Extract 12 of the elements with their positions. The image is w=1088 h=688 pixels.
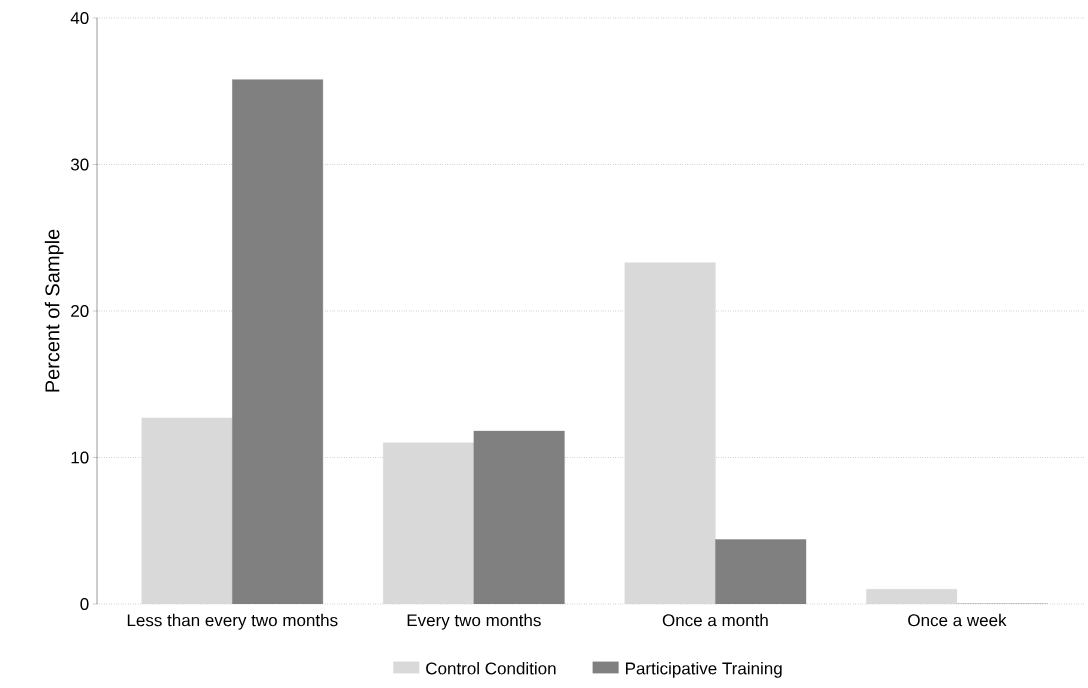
y-tick-label: 20 (71, 304, 89, 318)
y-tick-label: 10 (71, 451, 89, 464)
x-tick-label: Less than every two months (127, 613, 338, 630)
legend-label: Control Condition (426, 662, 556, 675)
x-tick-label: Every two months (407, 613, 541, 630)
y-tick-label: 0 (80, 597, 89, 611)
legend-label: Participative Training (626, 662, 782, 678)
x-tick-label: Once a week (908, 613, 1007, 627)
y-tick-label: 40 (70, 11, 89, 25)
x-tick-label: Once a month (662, 613, 768, 627)
y-axis-title: Percent of Sample (44, 229, 64, 392)
y-tick-label: 30 (70, 158, 89, 171)
